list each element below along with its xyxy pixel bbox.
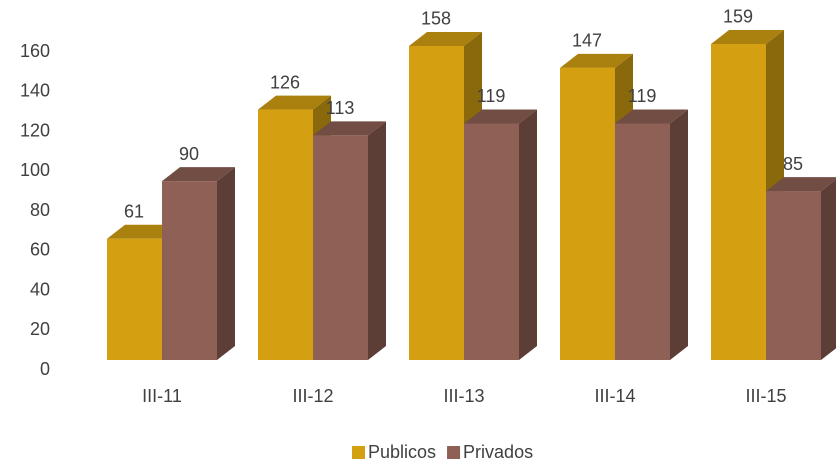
bar — [313, 121, 386, 360]
bar — [766, 177, 836, 360]
data-label: 159 — [723, 7, 753, 27]
data-label: 61 — [124, 202, 144, 222]
data-label: 113 — [326, 98, 355, 118]
bar-top — [107, 224, 180, 239]
y-tick-label: 0 — [40, 359, 50, 379]
x-tick-label: III-11 — [142, 386, 182, 406]
data-label: 158 — [421, 9, 451, 29]
bar-front — [258, 109, 313, 360]
bar-front — [162, 181, 217, 360]
data-label: 119 — [628, 86, 657, 106]
x-tick-label: III-15 — [745, 386, 786, 406]
bar-front — [464, 123, 519, 360]
data-label: 119 — [477, 86, 506, 106]
bar-top — [313, 121, 386, 136]
bar-front — [409, 45, 464, 360]
bar-top — [766, 177, 836, 192]
bar-top — [258, 95, 331, 110]
y-tick-label: 40 — [30, 279, 50, 299]
bar-front — [560, 67, 615, 361]
bar-top — [464, 109, 537, 124]
y-tick-label: 80 — [30, 200, 50, 220]
y-tick-label: 140 — [20, 81, 50, 101]
data-label: 147 — [572, 31, 602, 51]
bar-side — [368, 121, 386, 360]
bar — [615, 109, 688, 360]
bar — [162, 167, 235, 360]
bar-top — [711, 29, 784, 44]
bar-front — [107, 238, 162, 360]
data-label: 90 — [179, 144, 199, 164]
bar-front — [766, 191, 821, 360]
data-label: 85 — [783, 154, 803, 174]
y-tick-label: 120 — [20, 120, 50, 140]
data-label: 126 — [270, 72, 300, 92]
legend-label: Publicos — [368, 442, 436, 462]
bar — [464, 109, 537, 360]
bar-front — [711, 43, 766, 361]
y-tick-label: 60 — [30, 240, 50, 260]
legend-swatch — [352, 446, 365, 459]
bar-front — [615, 123, 670, 360]
legend-swatch — [447, 446, 461, 459]
x-tick-label: III-13 — [443, 386, 484, 406]
bar-side — [519, 109, 537, 360]
bar-top — [560, 53, 633, 68]
x-tick-label: III-12 — [292, 386, 333, 406]
bar-top — [409, 31, 482, 46]
y-tick-label: 20 — [30, 319, 50, 339]
bar-top — [162, 167, 235, 182]
bar-side — [217, 167, 235, 360]
bar-front — [313, 135, 368, 360]
bar-top — [615, 109, 688, 124]
bar-side — [821, 179, 836, 360]
x-tick-label: III-14 — [594, 386, 635, 406]
legend-label: Privados — [463, 442, 533, 462]
bar-side — [670, 109, 688, 360]
y-tick-label: 160 — [20, 41, 50, 61]
y-tick-label: 100 — [20, 160, 50, 180]
